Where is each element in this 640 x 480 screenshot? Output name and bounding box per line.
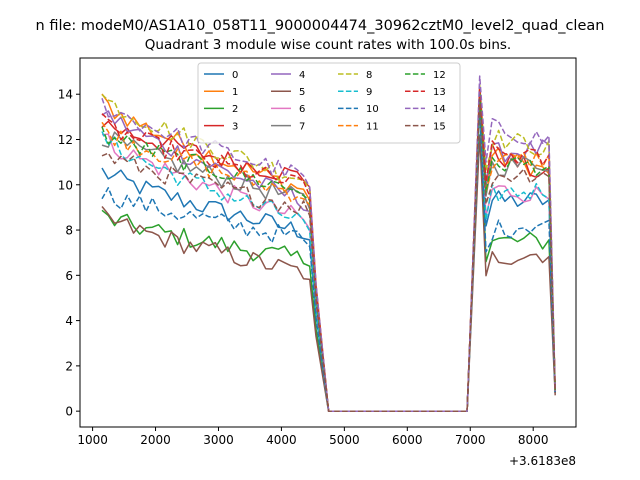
x-tick-label: 2000	[140, 433, 171, 447]
x-tick-label: 7000	[455, 433, 486, 447]
plot-lines	[101, 75, 556, 412]
y-tick-label: 10	[58, 178, 73, 192]
legend-label: 7	[299, 121, 305, 132]
figure-suptitle: n file: modeM0/AS1A10_058T11_9000004474_…	[36, 18, 605, 34]
legend-label: 1	[232, 87, 238, 98]
legend-label: 13	[433, 87, 446, 98]
y-tick-label: 0	[65, 405, 73, 419]
y-tick-label: 14	[58, 88, 73, 102]
y-tick-label: 12	[58, 133, 73, 147]
legend-label: 3	[232, 121, 238, 132]
y-tick-label: 6	[65, 269, 73, 283]
legend-frame	[197, 62, 461, 144]
legend-label: 2	[232, 104, 238, 115]
x-tick-label: 6000	[392, 433, 423, 447]
x-tick-label: 4000	[266, 433, 297, 447]
x-offset-label: +3.6183e8	[509, 454, 576, 468]
chart-title: Quadrant 3 module wise count rates with …	[145, 37, 511, 53]
y-tick-label: 2	[65, 359, 73, 373]
x-tick-label: 5000	[329, 433, 360, 447]
plot-area-frame	[79, 57, 577, 428]
y-tick-label: 4	[65, 314, 73, 328]
x-tick-label: 3000	[203, 433, 234, 447]
legend-label: 0	[232, 70, 238, 81]
x-tick-label: 8000	[518, 433, 549, 447]
legend-label: 6	[299, 104, 305, 115]
legend-label: 10	[366, 104, 379, 115]
legend-label: 9	[366, 87, 372, 98]
legend-label: 14	[433, 104, 446, 115]
legend-label: 15	[433, 121, 446, 132]
legend-label: 5	[299, 87, 305, 98]
x-tick-label: 1000	[77, 433, 108, 447]
legend-label: 11	[366, 121, 379, 132]
legend-label: 4	[299, 70, 305, 81]
y-axis: 0 2 4 6 8 10 12 14	[58, 88, 80, 419]
legend-label: 8	[366, 70, 372, 81]
legend-label: 12	[433, 70, 446, 81]
x-axis: 1000 2000 3000 4000 5000 6000 7000 8000	[77, 427, 548, 447]
y-tick-label: 8	[65, 224, 73, 238]
series-line-15	[101, 97, 556, 412]
